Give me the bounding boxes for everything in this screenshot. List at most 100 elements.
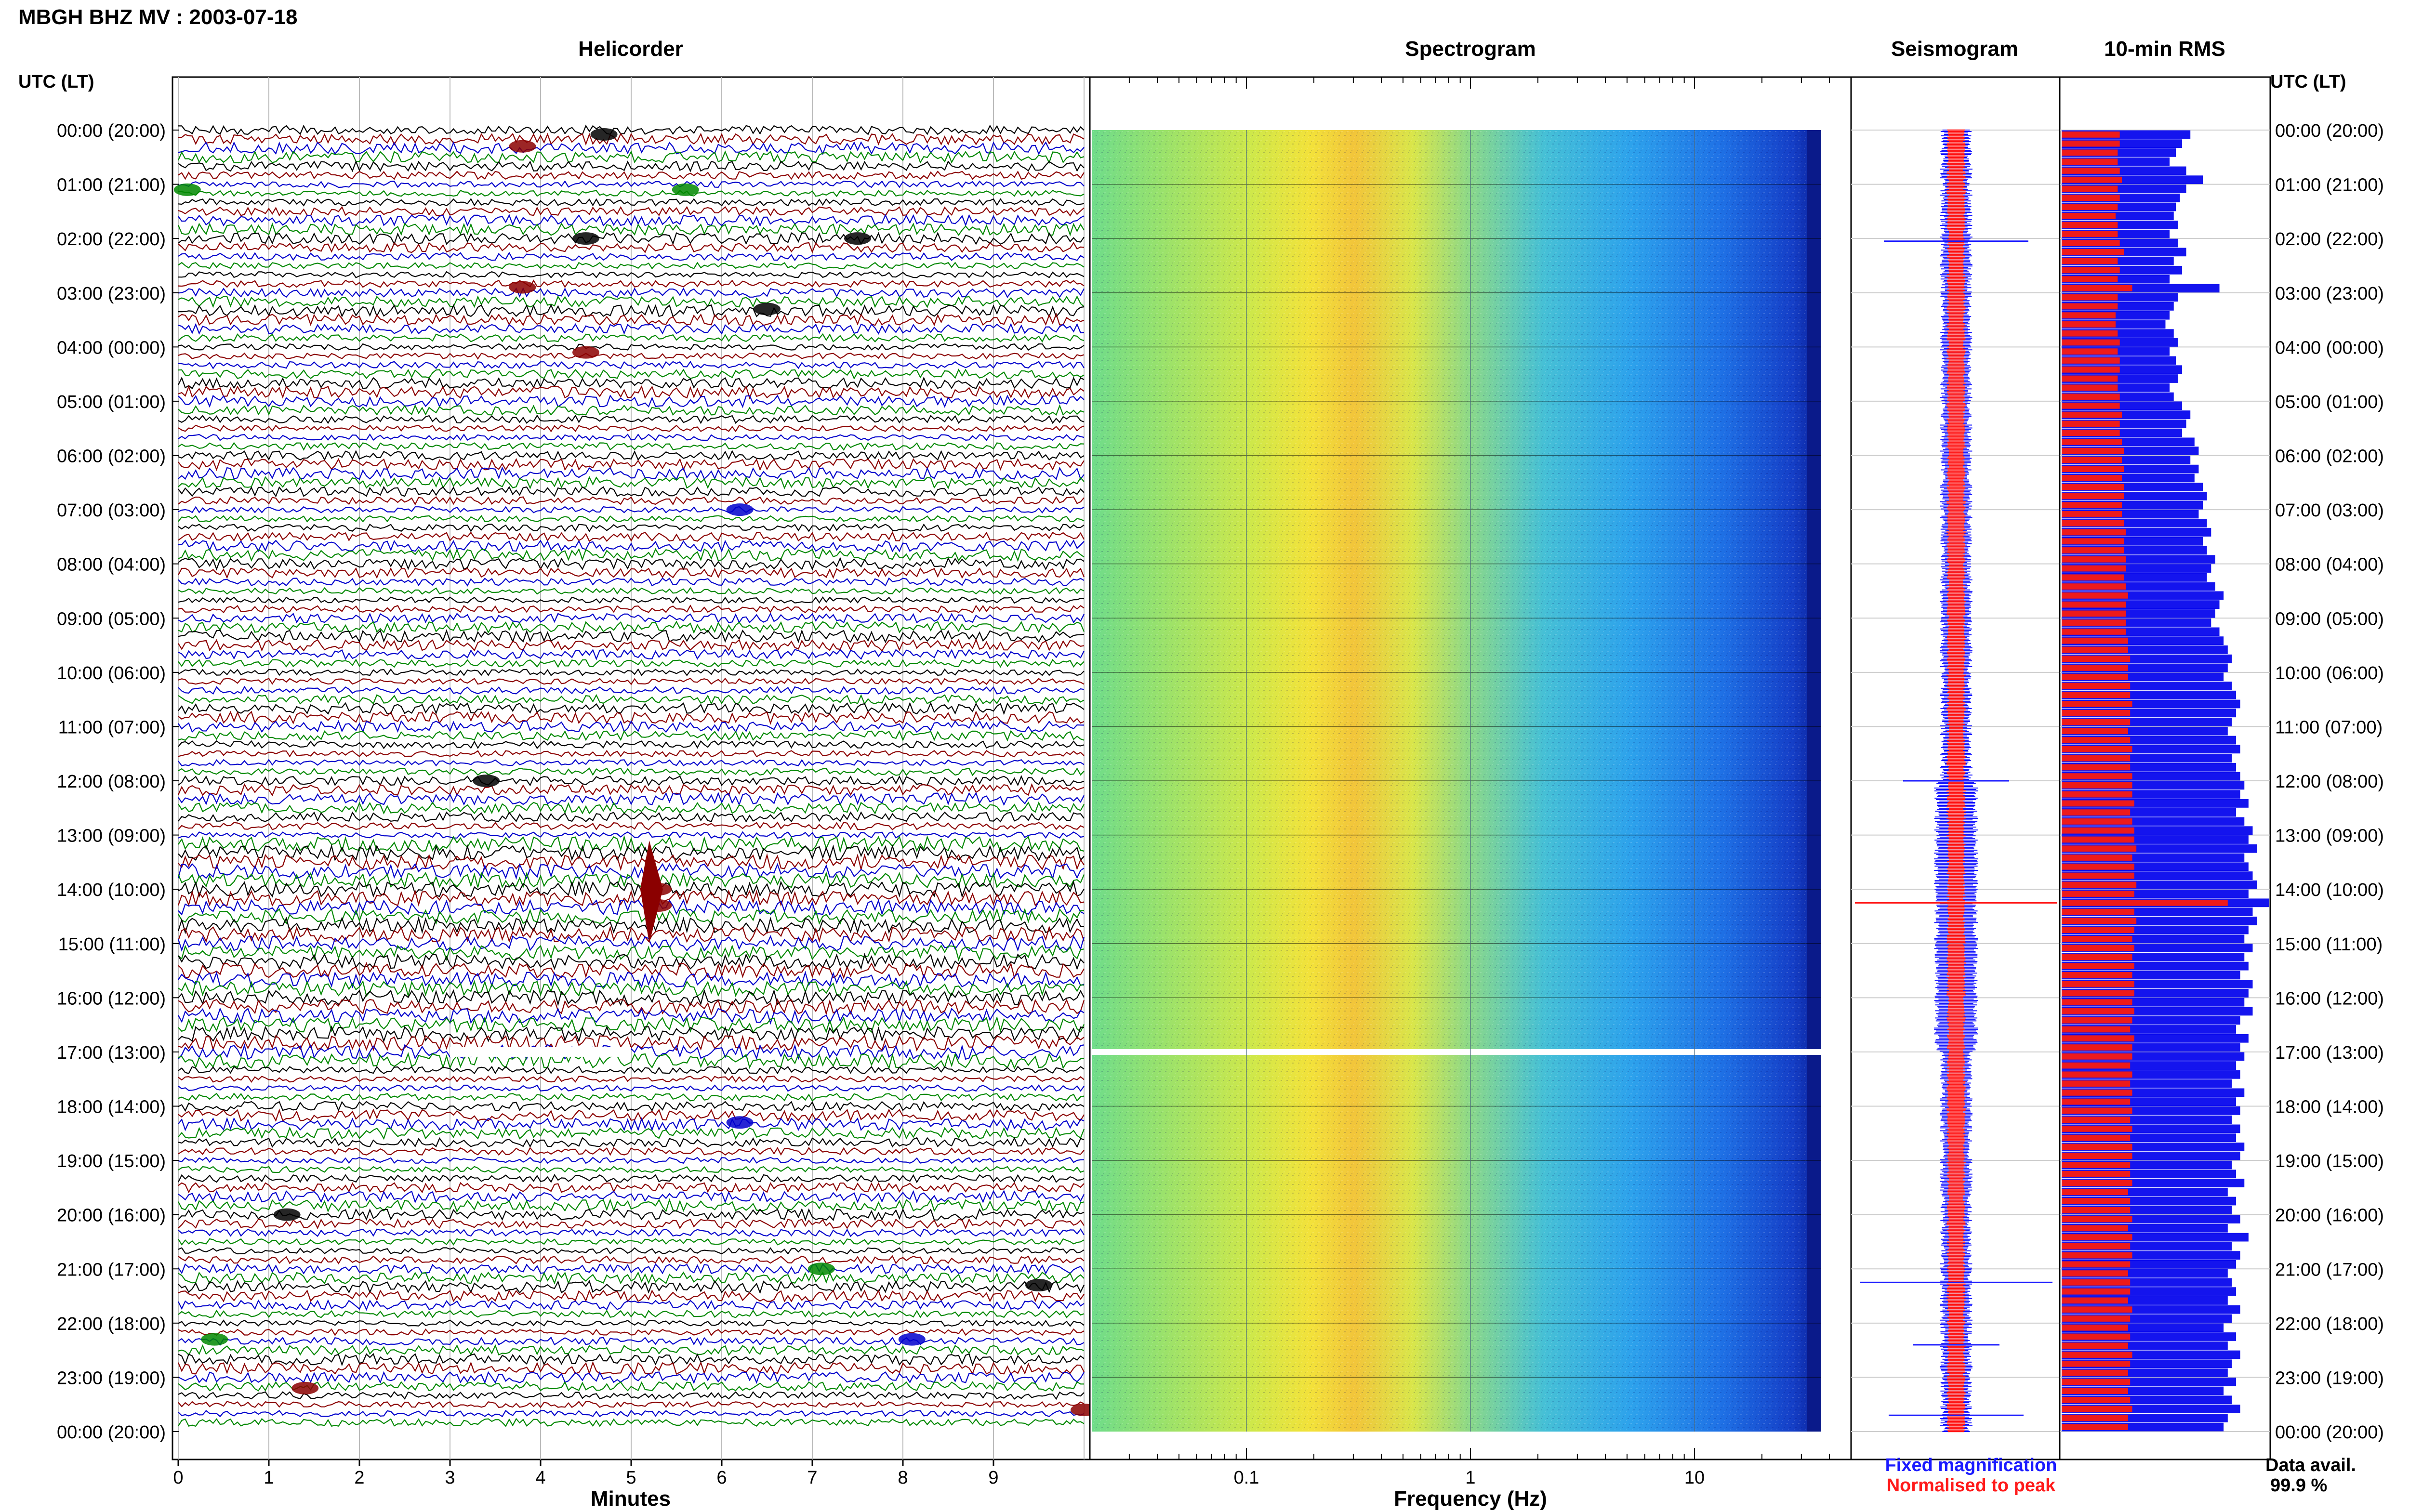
rms-bar-normalised <box>2062 710 2131 716</box>
helicorder-trace <box>178 475 1085 489</box>
rms-bar-normalised <box>2062 538 2124 545</box>
helicorder-trace <box>178 271 1085 278</box>
y-tick-label-left: 21:00 (17:00) <box>57 1260 166 1280</box>
y-tick-label-left: 23:00 (19:00) <box>57 1368 166 1388</box>
utc-label-left: UTC (LT) <box>18 72 94 92</box>
rms-bar-normalised <box>2062 511 2122 517</box>
helicorder-trace <box>178 1190 1085 1204</box>
rms-bar-normalised <box>2062 601 2126 608</box>
helicorder-event <box>726 503 754 516</box>
rms-bar-normalised <box>2062 1406 2132 1412</box>
rms-title: 10-min RMS <box>2104 37 2225 61</box>
rms-bar-normalised <box>2062 1044 2132 1051</box>
helicorder-trace <box>178 577 1085 587</box>
helicorder-panel: 0 1 2 3 4 5 6 7 8 9 <box>172 76 1098 1488</box>
helicorder-trace <box>177 925 1085 943</box>
rms-bar-normalised <box>2062 1134 2131 1141</box>
rms-bar-normalised <box>2062 249 2124 255</box>
rms-panel <box>2059 76 2271 1460</box>
rms-bar-normalised <box>2062 782 2132 789</box>
rms-bar-normalised <box>2062 1080 2131 1087</box>
rms-bar-normalised <box>2062 954 2132 960</box>
y-tick-label-right: 21:00 (17:00) <box>2275 1260 2384 1280</box>
y-tick-label-right: 16:00 (12:00) <box>2275 988 2384 1009</box>
spectrogram-x-tick-label: 1 <box>1465 1468 1475 1488</box>
y-tick-label-right: 04:00 (00:00) <box>2275 338 2384 358</box>
helicorder-trace <box>178 1065 1085 1075</box>
y-tick-label-right: 06:00 (02:00) <box>2275 447 2384 467</box>
helicorder-trace <box>177 935 1085 952</box>
helicorder-trace <box>178 1247 1085 1255</box>
helicorder-trace <box>178 668 1085 676</box>
helicorder-trace <box>178 853 1085 871</box>
y-tick-label-right: 00:00 (20:00) <box>2275 1422 2384 1443</box>
rms-bar-normalised <box>2062 430 2120 436</box>
helicorder-trace <box>178 333 1085 343</box>
rms-bar-normalised <box>2062 267 2120 274</box>
rms-bar-normalised <box>2062 981 2134 987</box>
helicorder-trace <box>178 1166 1085 1173</box>
helicorder-large-event <box>640 840 663 944</box>
rms-bar-normalised <box>2062 1180 2132 1186</box>
y-tick-label-right: 00:00 (20:00) <box>2275 121 2384 141</box>
rms-bar-normalised <box>2062 276 2118 282</box>
legend-normalised-to-peak: Normalised to peak <box>1887 1475 2056 1496</box>
helicorder-trace <box>178 287 1085 299</box>
helicorder-trace <box>178 1271 1085 1285</box>
helicorder-event <box>844 232 871 245</box>
helicorder-trace <box>178 1336 1085 1346</box>
y-tick-label-right: 12:00 (08:00) <box>2275 772 2384 792</box>
helicorder-trace <box>178 1309 1085 1319</box>
helicorder-trace <box>178 352 1085 360</box>
rms-bar-normalised <box>2062 1189 2128 1196</box>
helicorder-x-tick-label: 8 <box>898 1468 908 1488</box>
rms-bar-normalised <box>2062 1107 2132 1114</box>
rms-bar-normalised <box>2062 1261 2131 1268</box>
y-tick-label-left: 14:00 (10:00) <box>57 880 166 900</box>
rms-bar-normalised <box>2062 1415 2128 1421</box>
helicorder-event <box>1025 1279 1052 1292</box>
rms-bar-normalised <box>2062 394 2120 400</box>
rms-bar-normalised <box>2062 312 2116 319</box>
helicorder-event <box>898 1333 926 1346</box>
y-tick-labels-left: 00:00 (20:00) 01:00 (21:00) 02:00 (22:00) 0… <box>57 121 179 1443</box>
y-tick-label-left: 05:00 (01:00) <box>57 392 166 412</box>
rms-bar-normalised <box>2062 656 2131 662</box>
helicorder-trace <box>178 1238 1085 1246</box>
helicorder-event <box>509 140 536 153</box>
y-tick-label-right: 01:00 (21:00) <box>2275 175 2384 196</box>
helicorder-trace <box>178 944 1085 962</box>
helicorder-trace <box>178 232 1085 246</box>
y-tick-label-right: 18:00 (14:00) <box>2275 1097 2384 1118</box>
helicorder-trace <box>178 730 1085 742</box>
rms-bar-normalised <box>2062 140 2120 147</box>
helicorder-trace <box>178 801 1085 815</box>
helicorder-trace <box>178 1255 1085 1265</box>
rms-bar-normalised <box>2062 1324 2128 1331</box>
helicorder-trace <box>178 1198 1085 1213</box>
helicorder-trace <box>178 376 1085 390</box>
helicorder-trace <box>178 1092 1085 1102</box>
rms-bar-normalised <box>2062 565 2126 572</box>
rms-bar-normalised <box>2062 303 2118 310</box>
rms-bar-normalised <box>2062 791 2132 798</box>
helicorder-trace <box>178 1126 1085 1140</box>
rms-bar-normalised <box>2062 872 2134 879</box>
helicorder-trace <box>177 783 1085 797</box>
rms-bar-normalised <box>2062 1216 2132 1223</box>
rms-bar-normalised <box>2062 195 2120 201</box>
rms-bar-normalised <box>2062 764 2131 771</box>
rms-bar-normalised <box>2062 212 2116 219</box>
helicorder-trace <box>178 323 1085 335</box>
helicorder-event <box>572 346 599 359</box>
helicorder-event <box>273 1208 301 1221</box>
helicorder-trace <box>178 1218 1085 1230</box>
y-tick-label-right: 10:00 (06:00) <box>2275 663 2384 684</box>
spectrogram-xlabel: Frequency (Hz) <box>1394 1487 1547 1511</box>
y-tick-label-right: 22:00 (18:00) <box>2275 1314 2384 1334</box>
rms-bar-normalised <box>2062 375 2118 382</box>
y-tick-label-right: 15:00 (11:00) <box>2275 934 2383 955</box>
spectrogram-data-gap <box>1092 1049 1831 1055</box>
rms-bar-normalised <box>2062 899 2228 906</box>
